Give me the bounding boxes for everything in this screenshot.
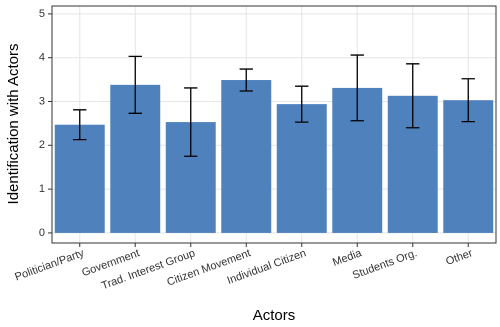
- bar: [276, 104, 327, 233]
- y-axis-title: Identification with Actors: [5, 44, 22, 205]
- x-axis-title: Actors: [253, 307, 296, 324]
- error-bar: [350, 54, 364, 122]
- error-bar: [295, 85, 309, 123]
- y-tick-label: 3: [39, 95, 45, 107]
- y-tick-label: 0: [39, 227, 45, 239]
- error-bar: [406, 63, 420, 129]
- error-bar: [461, 78, 475, 123]
- y-tick-label: 2: [39, 139, 45, 151]
- error-bar: [128, 55, 142, 114]
- bar: [54, 124, 105, 233]
- y-tick-label: 1: [39, 183, 45, 195]
- error-bar: [184, 87, 198, 157]
- bar: [443, 100, 494, 233]
- error-bar: [73, 109, 87, 141]
- bar: [221, 80, 272, 233]
- y-tick-label: 5: [39, 8, 45, 20]
- plot-border: [51, 5, 497, 244]
- error-bar: [239, 68, 253, 92]
- y-tick-label: 4: [39, 52, 45, 64]
